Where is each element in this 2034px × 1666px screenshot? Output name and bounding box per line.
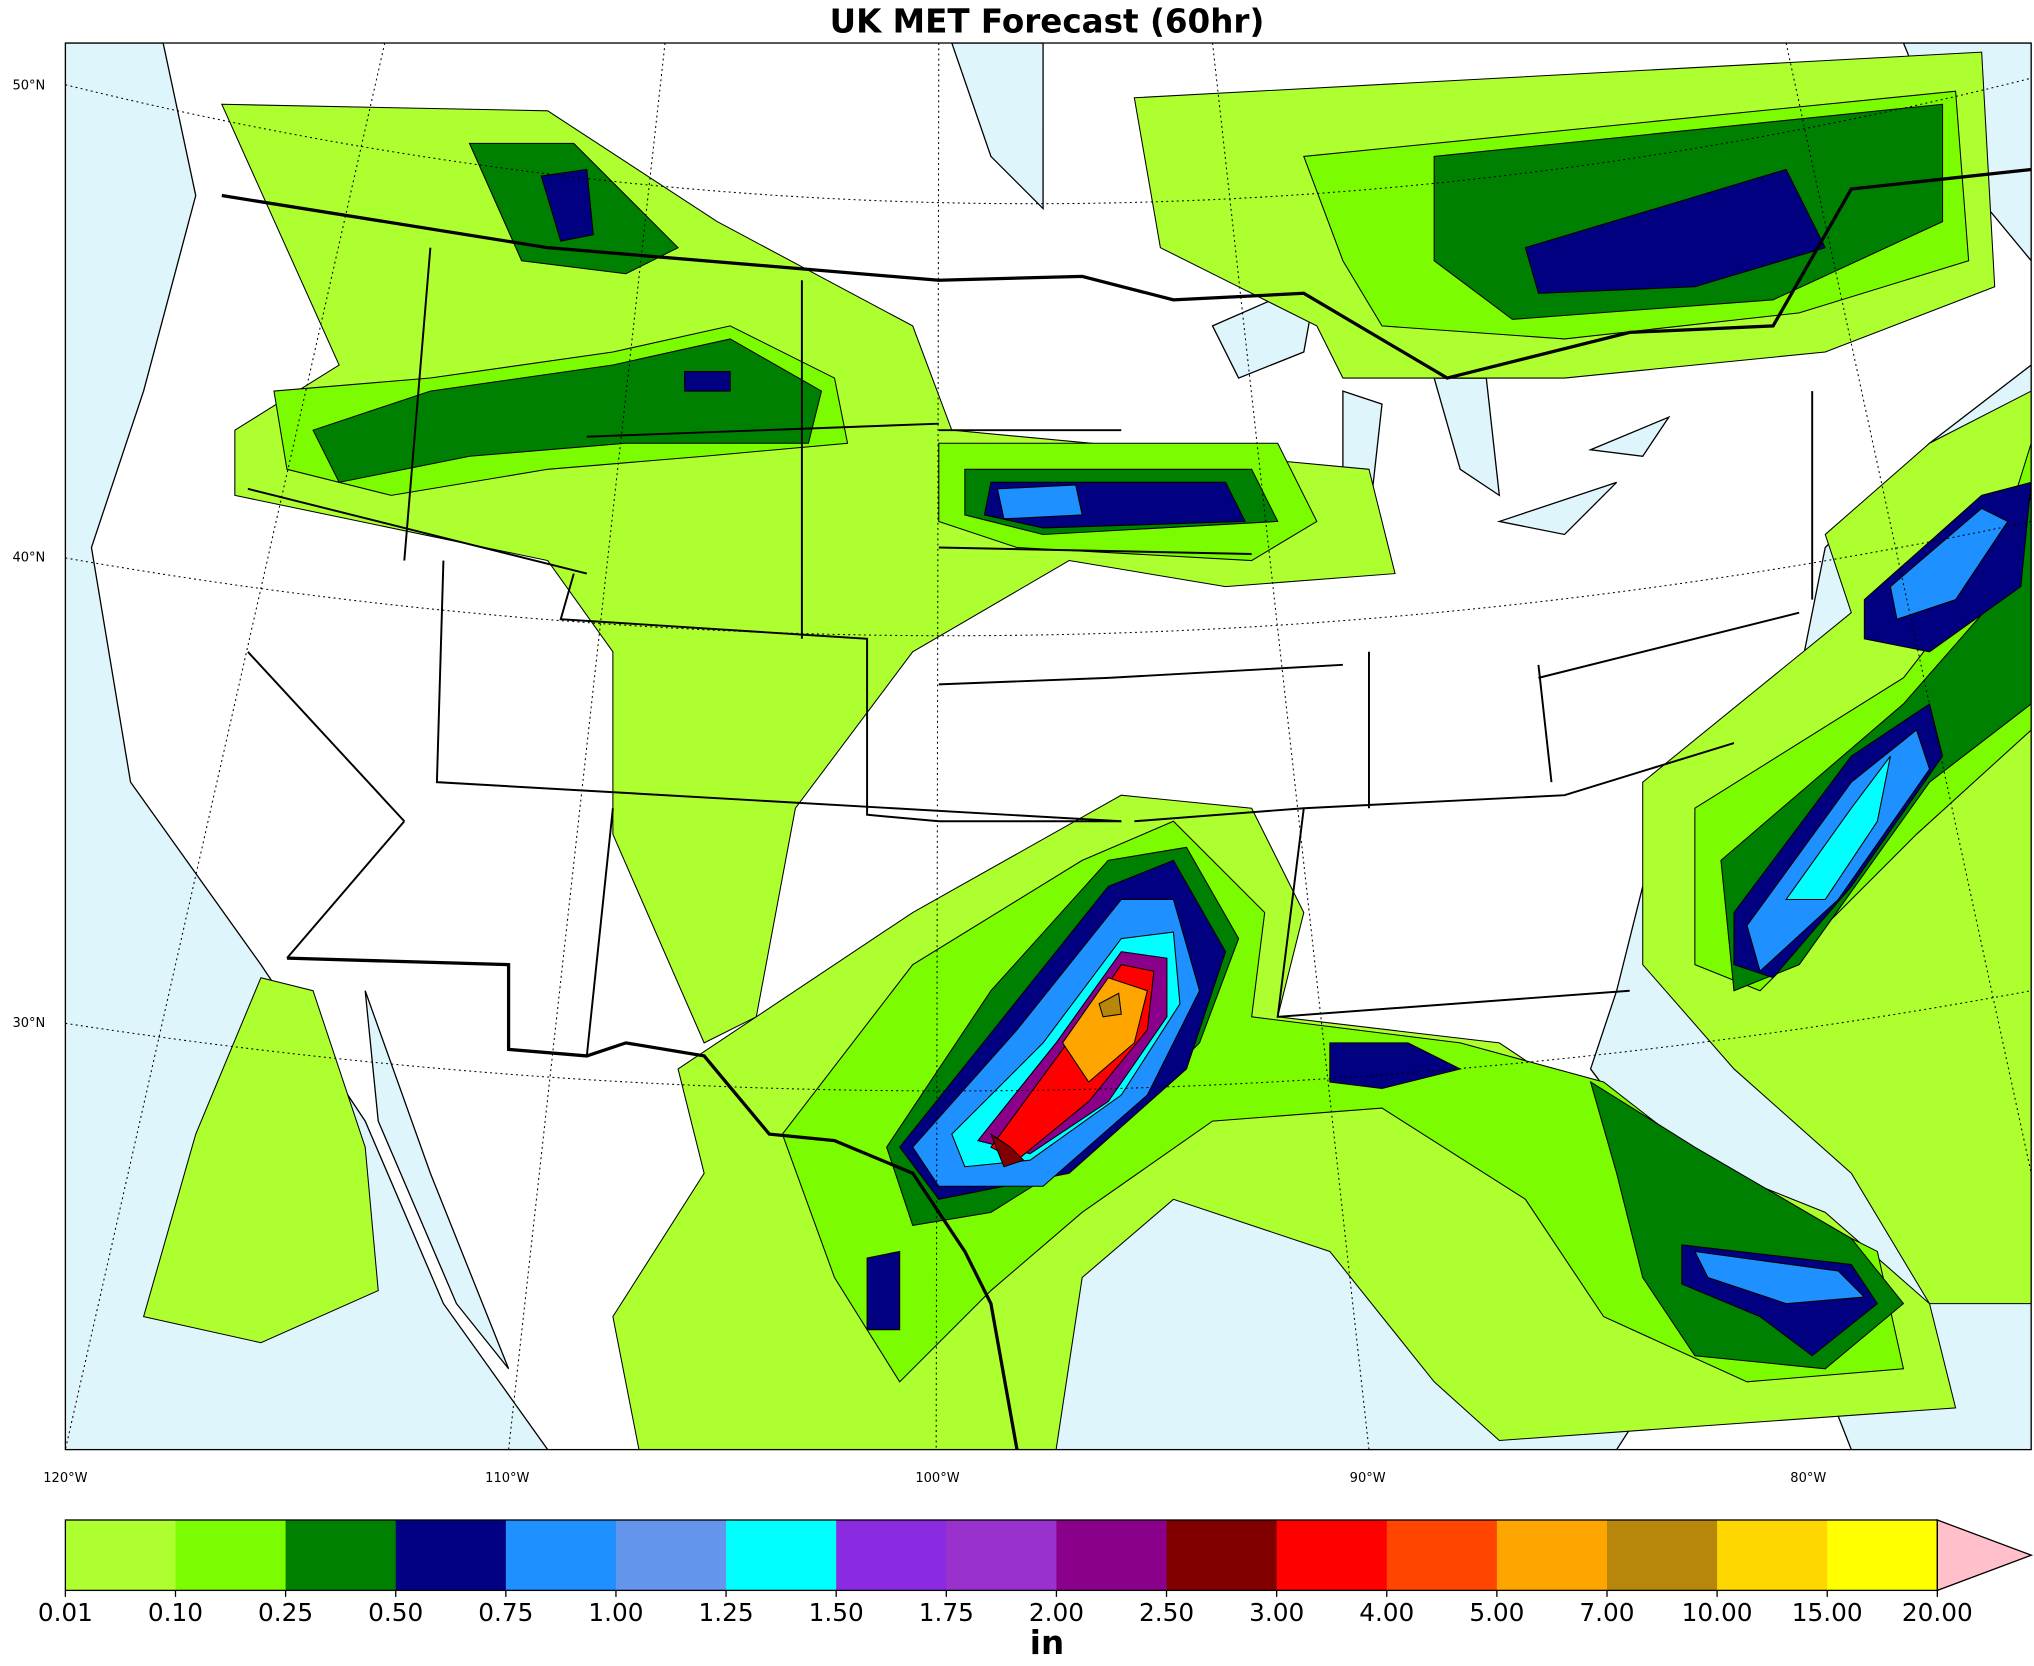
lat-label: 50°N — [12, 79, 45, 94]
colorbar-segment — [285, 1519, 397, 1591]
colorbar-unit: in — [1030, 1624, 1064, 1662]
colorbar-segment — [615, 1519, 727, 1591]
colorbar-tick-label: 0.01 — [38, 1598, 93, 1627]
colorbar-tick-label: 1.75 — [919, 1598, 974, 1627]
lon-label: 80°W — [1790, 1471, 1826, 1486]
colorbar-segment — [1276, 1519, 1388, 1591]
colorbar-segment — [836, 1519, 947, 1591]
colorbar-segment — [1496, 1519, 1608, 1591]
lon-label: 90°W — [1350, 1471, 1386, 1486]
lon-label: 100°W — [915, 1471, 959, 1486]
boundaries — [221, 167, 2032, 1450]
colorbar: 0.01 0.10 0.25 0.50 0.75 1.00 1.25 1.50 1.75 2.00… — [38, 1519, 2034, 1662]
colorbar-tick-label: 0.50 — [368, 1598, 423, 1627]
precip — [142, 51, 2032, 1450]
colorbar-tick-label: 3.00 — [1249, 1598, 1304, 1627]
map-frame — [64, 42, 2032, 1451]
colorbar-extend — [1936, 1519, 2034, 1592]
title: UK MET Forecast (60hr) — [830, 2, 1265, 40]
axis-labels: 50°N 40°N 30°N 120°W 110°W 100°W 90°W 80°W — [12, 79, 1826, 1486]
lat-label: 40°N — [12, 550, 45, 565]
lat-label: 30°N — [12, 1016, 45, 1031]
graticule — [65, 43, 2032, 1450]
colorbar-tick-label: 0.10 — [148, 1598, 203, 1627]
colorbar-segment — [175, 1519, 287, 1591]
colorbar-segment — [1827, 1519, 1938, 1591]
colorbar-segment — [726, 1519, 837, 1591]
colorbar-tick-label: 2.50 — [1139, 1598, 1194, 1627]
colorbar-segment — [946, 1519, 1058, 1591]
colorbar-tick-label: 5.00 — [1469, 1598, 1524, 1627]
colorbar-segment — [505, 1519, 617, 1591]
colorbar-tick-label: 2.00 — [1029, 1598, 1084, 1627]
map — [64, 42, 2032, 1451]
colorbar-tick-label: 0.25 — [258, 1598, 313, 1627]
colorbar-segment — [65, 1519, 177, 1591]
colorbar-segment — [1717, 1519, 1828, 1591]
lon-label: 110°W — [485, 1471, 529, 1486]
colorbar-segment — [1386, 1519, 1498, 1591]
colorbar-segment — [395, 1519, 507, 1591]
colorbar-frame — [64, 1519, 1938, 1592]
colorbar-tick-label: 20.00 — [1902, 1598, 1973, 1627]
colorbar-segment — [1056, 1519, 1168, 1591]
colorbar-tick-label: 1.50 — [809, 1598, 864, 1627]
colorbar-segment — [1606, 1519, 1718, 1591]
colorbar-tick-label: 0.75 — [478, 1598, 533, 1627]
colorbar-tick-label: 4.00 — [1359, 1598, 1414, 1627]
colorbar-tick-label: 10.00 — [1682, 1598, 1753, 1627]
colorbar-tick-label: 1.00 — [588, 1598, 643, 1627]
colorbar-tick-label: 1.25 — [699, 1598, 754, 1627]
colorbar-tick-label: 15.00 — [1792, 1598, 1863, 1627]
colorbar-tick-label: 7.00 — [1579, 1598, 1634, 1627]
colorbar-segment — [1166, 1519, 1278, 1591]
lon-label: 120°W — [43, 1471, 87, 1486]
